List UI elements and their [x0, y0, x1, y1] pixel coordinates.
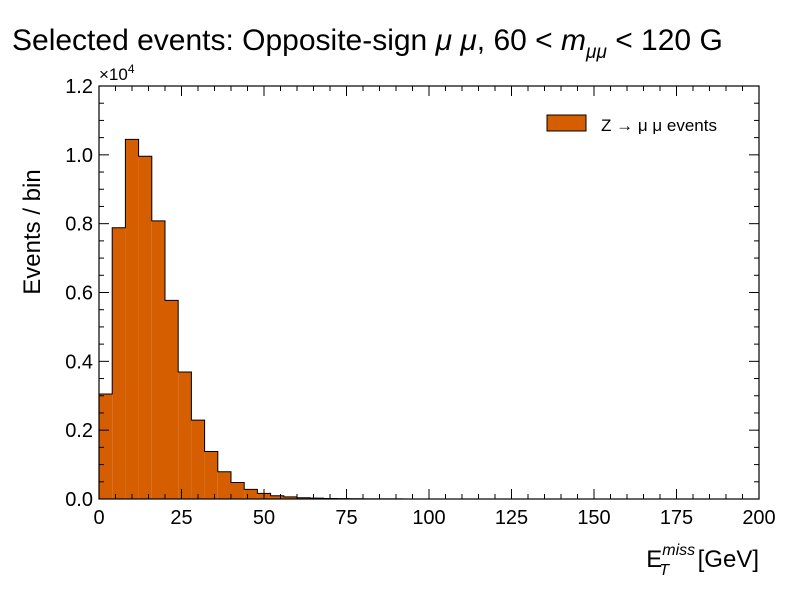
- x-tick-label: 25: [170, 507, 192, 529]
- axis-ticks: [98, 85, 760, 500]
- y-tick-label: 1.0: [65, 145, 93, 167]
- histogram-bin: [297, 497, 311, 499]
- x-axis-title: Emiss T [GeV]: [646, 542, 759, 579]
- chart-title: Selected events: Opposite-sign μ μ, 60 <…: [12, 24, 723, 63]
- histogram-bin: [112, 227, 126, 499]
- histogram-bin: [231, 482, 245, 499]
- x-tick-label: 175: [660, 507, 693, 529]
- histogram-bars: [98, 138, 759, 500]
- x-tick-label: 75: [335, 507, 357, 529]
- x-tick-label: 0: [93, 507, 104, 529]
- y-tick-label: 0.2: [65, 420, 93, 442]
- y-tick-label: 0.0: [65, 489, 93, 511]
- y-tick-label: 0.8: [65, 214, 93, 236]
- histogram-bin: [217, 471, 231, 499]
- legend-label: Z → μ μ events: [601, 116, 717, 135]
- histogram-bin: [138, 156, 152, 499]
- histogram-bin: [151, 220, 165, 499]
- histogram-bin: [204, 451, 218, 499]
- x-tick-label: 100: [412, 507, 445, 529]
- histogram-bin: [191, 420, 205, 499]
- histogram-bin: [125, 139, 139, 500]
- legend-swatch: [546, 114, 587, 132]
- y-axis-multiplier: ×104: [99, 62, 135, 84]
- x-tick-label: 200: [742, 507, 775, 529]
- histogram-bin: [283, 496, 297, 499]
- histogram-bin: [270, 495, 284, 499]
- x-tick-label: 150: [577, 507, 610, 529]
- legend: Z → μ μ events: [546, 114, 717, 135]
- tick-labels: 0 25 50 75 100 125 150 175 200 0.0 0.2 0.4 0.6 0.8 1.0…: [65, 76, 776, 529]
- histogram-bin: [165, 300, 179, 499]
- y-tick-label: 1.2: [65, 76, 93, 98]
- histogram-bin: [178, 372, 192, 499]
- histogram-bin: [244, 489, 258, 499]
- x-tick-label: 50: [253, 507, 275, 529]
- y-tick-label: 0.6: [65, 283, 93, 305]
- x-tick-label: 125: [495, 507, 528, 529]
- histogram-bin: [99, 394, 113, 499]
- y-tick-label: 0.4: [65, 351, 93, 373]
- y-axis-title: Events / bin: [19, 169, 46, 294]
